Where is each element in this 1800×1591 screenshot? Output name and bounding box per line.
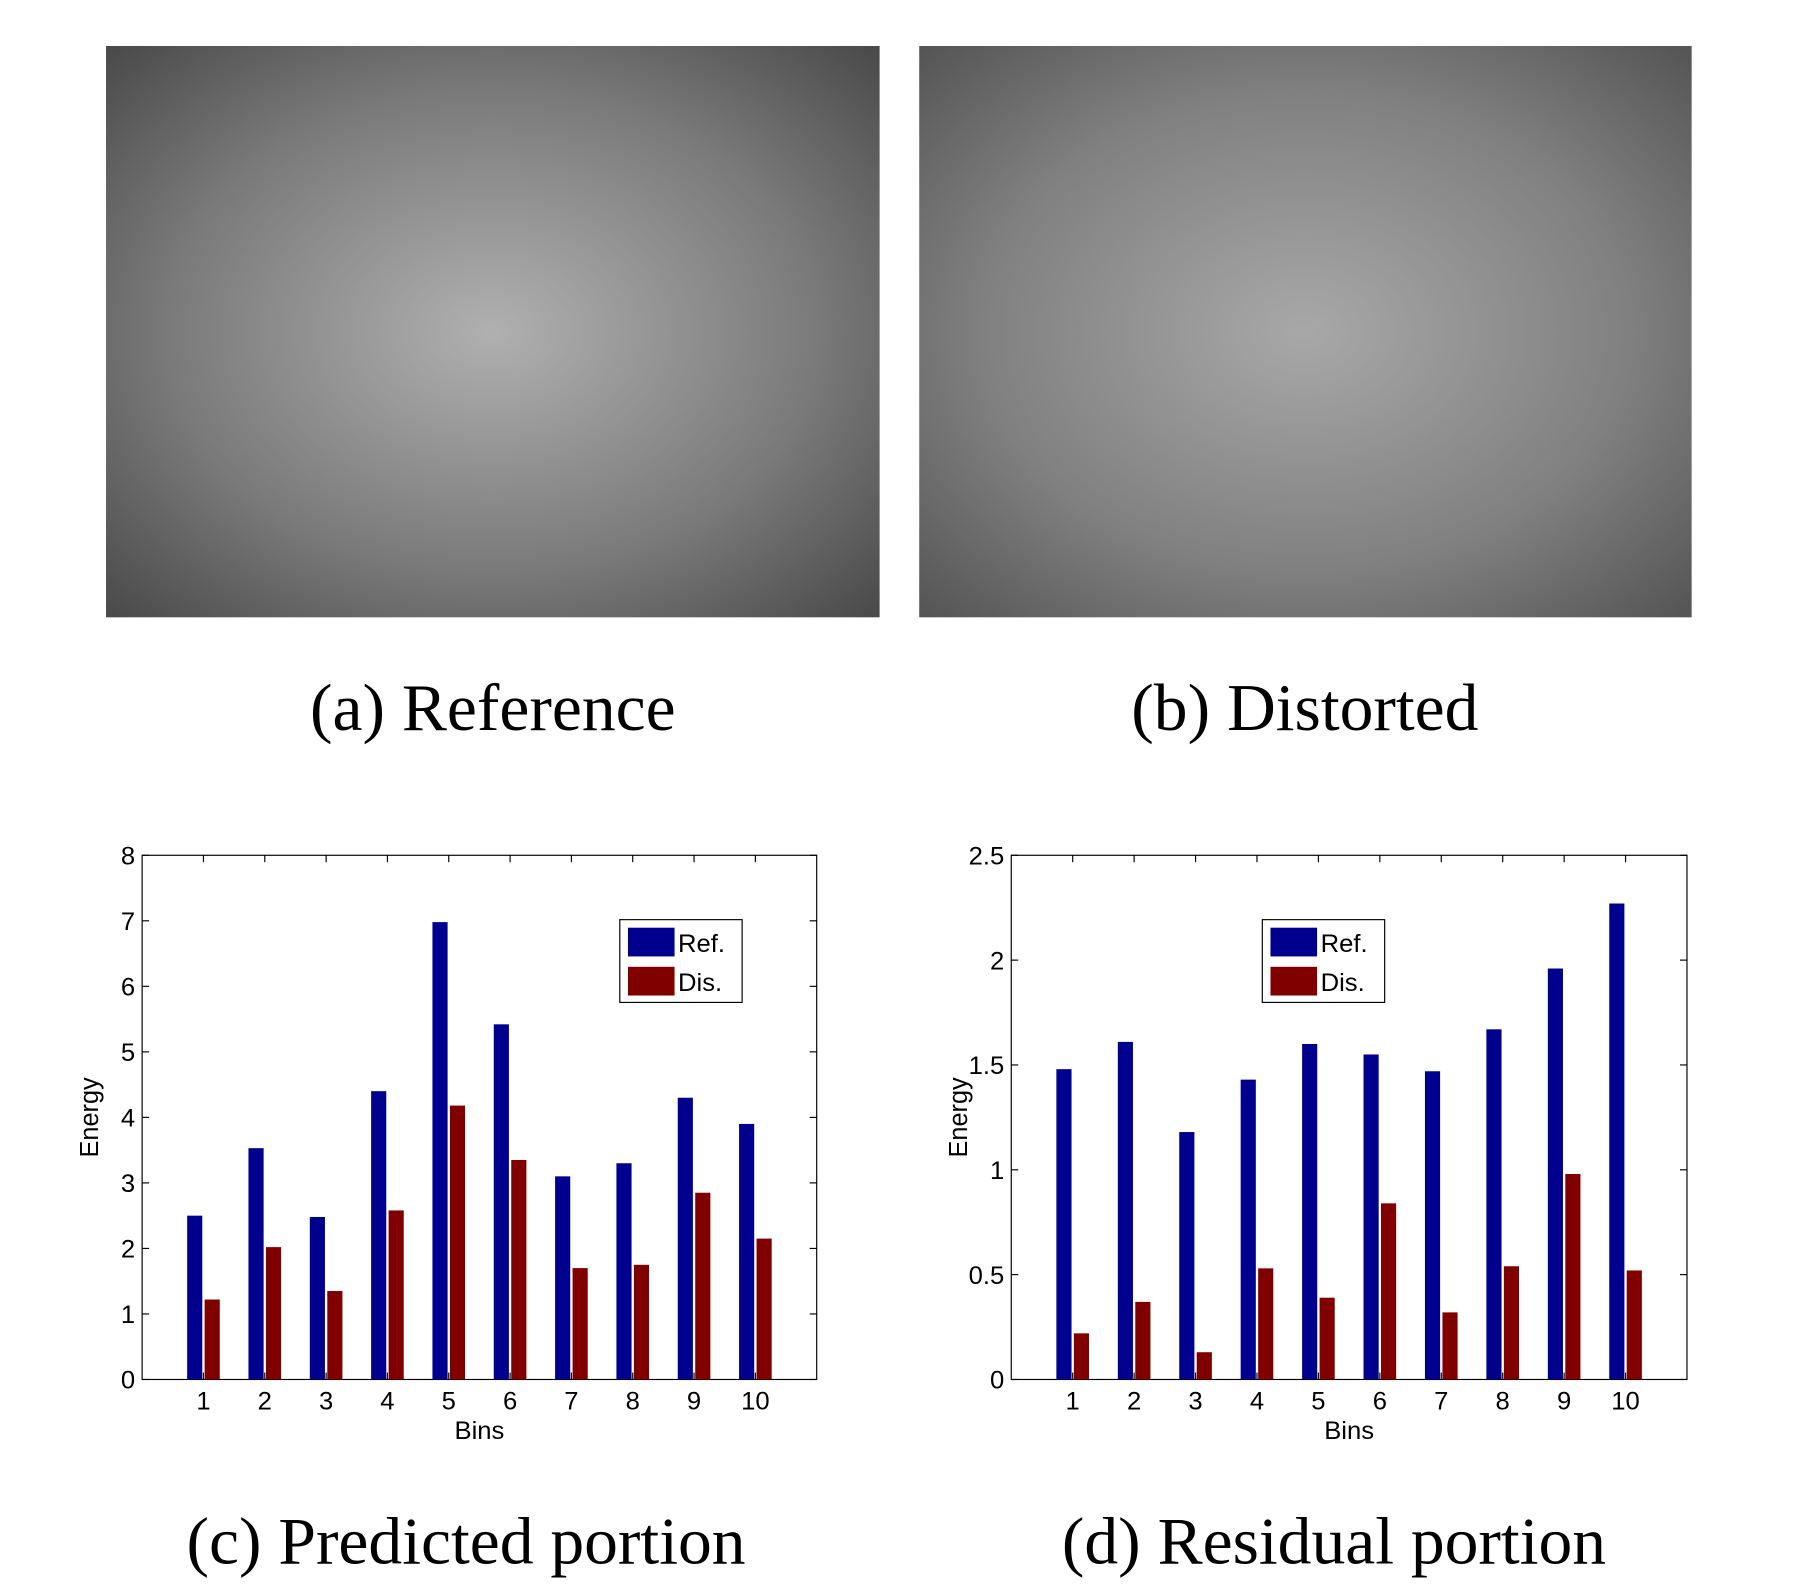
- legend-swatch: [627, 927, 675, 957]
- bar: [572, 1268, 588, 1380]
- y-tick-label: 4: [121, 1105, 135, 1133]
- x-tick-label: 10: [1611, 1388, 1640, 1416]
- bar: [1547, 968, 1563, 1380]
- x-axis-label: Bins: [454, 1417, 504, 1445]
- bar: [1073, 1333, 1090, 1380]
- bar: [265, 1247, 282, 1380]
- legend-label: Ref.: [1321, 930, 1368, 958]
- x-tick-label: 7: [1434, 1388, 1448, 1416]
- reference-image: [106, 45, 880, 618]
- y-tick-label: 0.5: [969, 1262, 1005, 1290]
- bar: [695, 1192, 711, 1380]
- bar: [511, 1159, 527, 1380]
- distorted-image: [919, 45, 1692, 618]
- bar: [1179, 1132, 1195, 1380]
- bar: [1319, 1297, 1335, 1380]
- x-tick-label: 6: [503, 1388, 517, 1416]
- legend-swatch: [1270, 966, 1318, 996]
- legend-swatch: [1270, 927, 1318, 957]
- bar: [1302, 1043, 1318, 1380]
- caption: (c) Predicted portion: [187, 1504, 746, 1578]
- bar: [1056, 1069, 1072, 1380]
- y-axis-label: Energy: [76, 1077, 104, 1157]
- bar: [1424, 1071, 1441, 1380]
- y-axis-label: Energy: [945, 1077, 973, 1157]
- bar: [1486, 1029, 1502, 1380]
- bar: [449, 1105, 466, 1380]
- bar: [1626, 1270, 1642, 1380]
- y-tick-label: 5: [121, 1039, 135, 1067]
- bar: [1609, 903, 1625, 1380]
- caption: (a) Reference: [310, 670, 676, 744]
- x-tick-label: 2: [258, 1388, 272, 1416]
- x-tick-label: 9: [1557, 1388, 1571, 1416]
- bar: [187, 1215, 203, 1380]
- y-tick-label: 2: [121, 1236, 135, 1264]
- y-tick-label: 0: [121, 1367, 135, 1395]
- legend-label: Dis.: [678, 969, 722, 997]
- y-tick-label: 0: [990, 1367, 1004, 1395]
- legend-swatch: [627, 966, 675, 996]
- x-tick-label: 5: [1311, 1388, 1325, 1416]
- bar: [1442, 1312, 1458, 1380]
- bar: [739, 1123, 755, 1380]
- x-tick-label: 3: [1188, 1388, 1202, 1416]
- bar: [1363, 1054, 1379, 1380]
- caption: (d) Residual portion: [1062, 1504, 1606, 1578]
- y-tick-label: 6: [121, 974, 135, 1002]
- bar: [327, 1291, 343, 1380]
- bar: [388, 1210, 404, 1380]
- x-tick-label: 10: [741, 1388, 770, 1416]
- y-tick-label: 8: [121, 843, 135, 871]
- x-tick-label: 2: [1127, 1388, 1141, 1416]
- x-tick-label: 7: [564, 1388, 578, 1416]
- x-tick-label: 1: [1066, 1388, 1080, 1416]
- x-tick-label: 5: [442, 1388, 456, 1416]
- bar: [493, 1024, 509, 1380]
- x-axis-label: Bins: [1324, 1417, 1374, 1445]
- x-tick-label: 4: [1250, 1388, 1264, 1416]
- y-tick-label: 1.5: [969, 1052, 1005, 1080]
- bar: [1196, 1352, 1212, 1380]
- bar: [1565, 1173, 1581, 1380]
- bar: [1381, 1203, 1397, 1380]
- bar: [1503, 1266, 1520, 1380]
- bar: [616, 1163, 632, 1380]
- caption: (b) Distorted: [1131, 670, 1478, 744]
- bar: [1240, 1079, 1256, 1380]
- y-tick-label: 2.5: [969, 843, 1005, 871]
- bar: [677, 1097, 693, 1380]
- bar: [371, 1091, 387, 1380]
- x-tick-label: 8: [1496, 1388, 1510, 1416]
- y-tick-label: 7: [121, 908, 135, 936]
- legend-label: Ref.: [678, 930, 725, 958]
- x-tick-label: 4: [380, 1388, 394, 1416]
- y-tick-label: 1: [121, 1301, 135, 1329]
- bar: [432, 922, 448, 1380]
- bar: [248, 1148, 264, 1380]
- bar: [555, 1176, 571, 1380]
- y-tick-label: 3: [121, 1170, 135, 1198]
- x-tick-label: 3: [319, 1388, 333, 1416]
- bar: [756, 1238, 772, 1380]
- bar: [204, 1299, 220, 1380]
- bar: [1135, 1301, 1151, 1380]
- bar: [633, 1264, 650, 1380]
- x-tick-label: 6: [1373, 1388, 1387, 1416]
- y-tick-label: 2: [990, 947, 1004, 975]
- legend-label: Dis.: [1321, 969, 1365, 997]
- bar: [309, 1216, 325, 1380]
- bar: [1117, 1041, 1133, 1380]
- x-tick-label: 8: [626, 1388, 640, 1416]
- x-tick-label: 1: [196, 1388, 210, 1416]
- x-tick-label: 9: [687, 1388, 701, 1416]
- y-tick-label: 1: [990, 1157, 1004, 1185]
- bar: [1258, 1268, 1274, 1380]
